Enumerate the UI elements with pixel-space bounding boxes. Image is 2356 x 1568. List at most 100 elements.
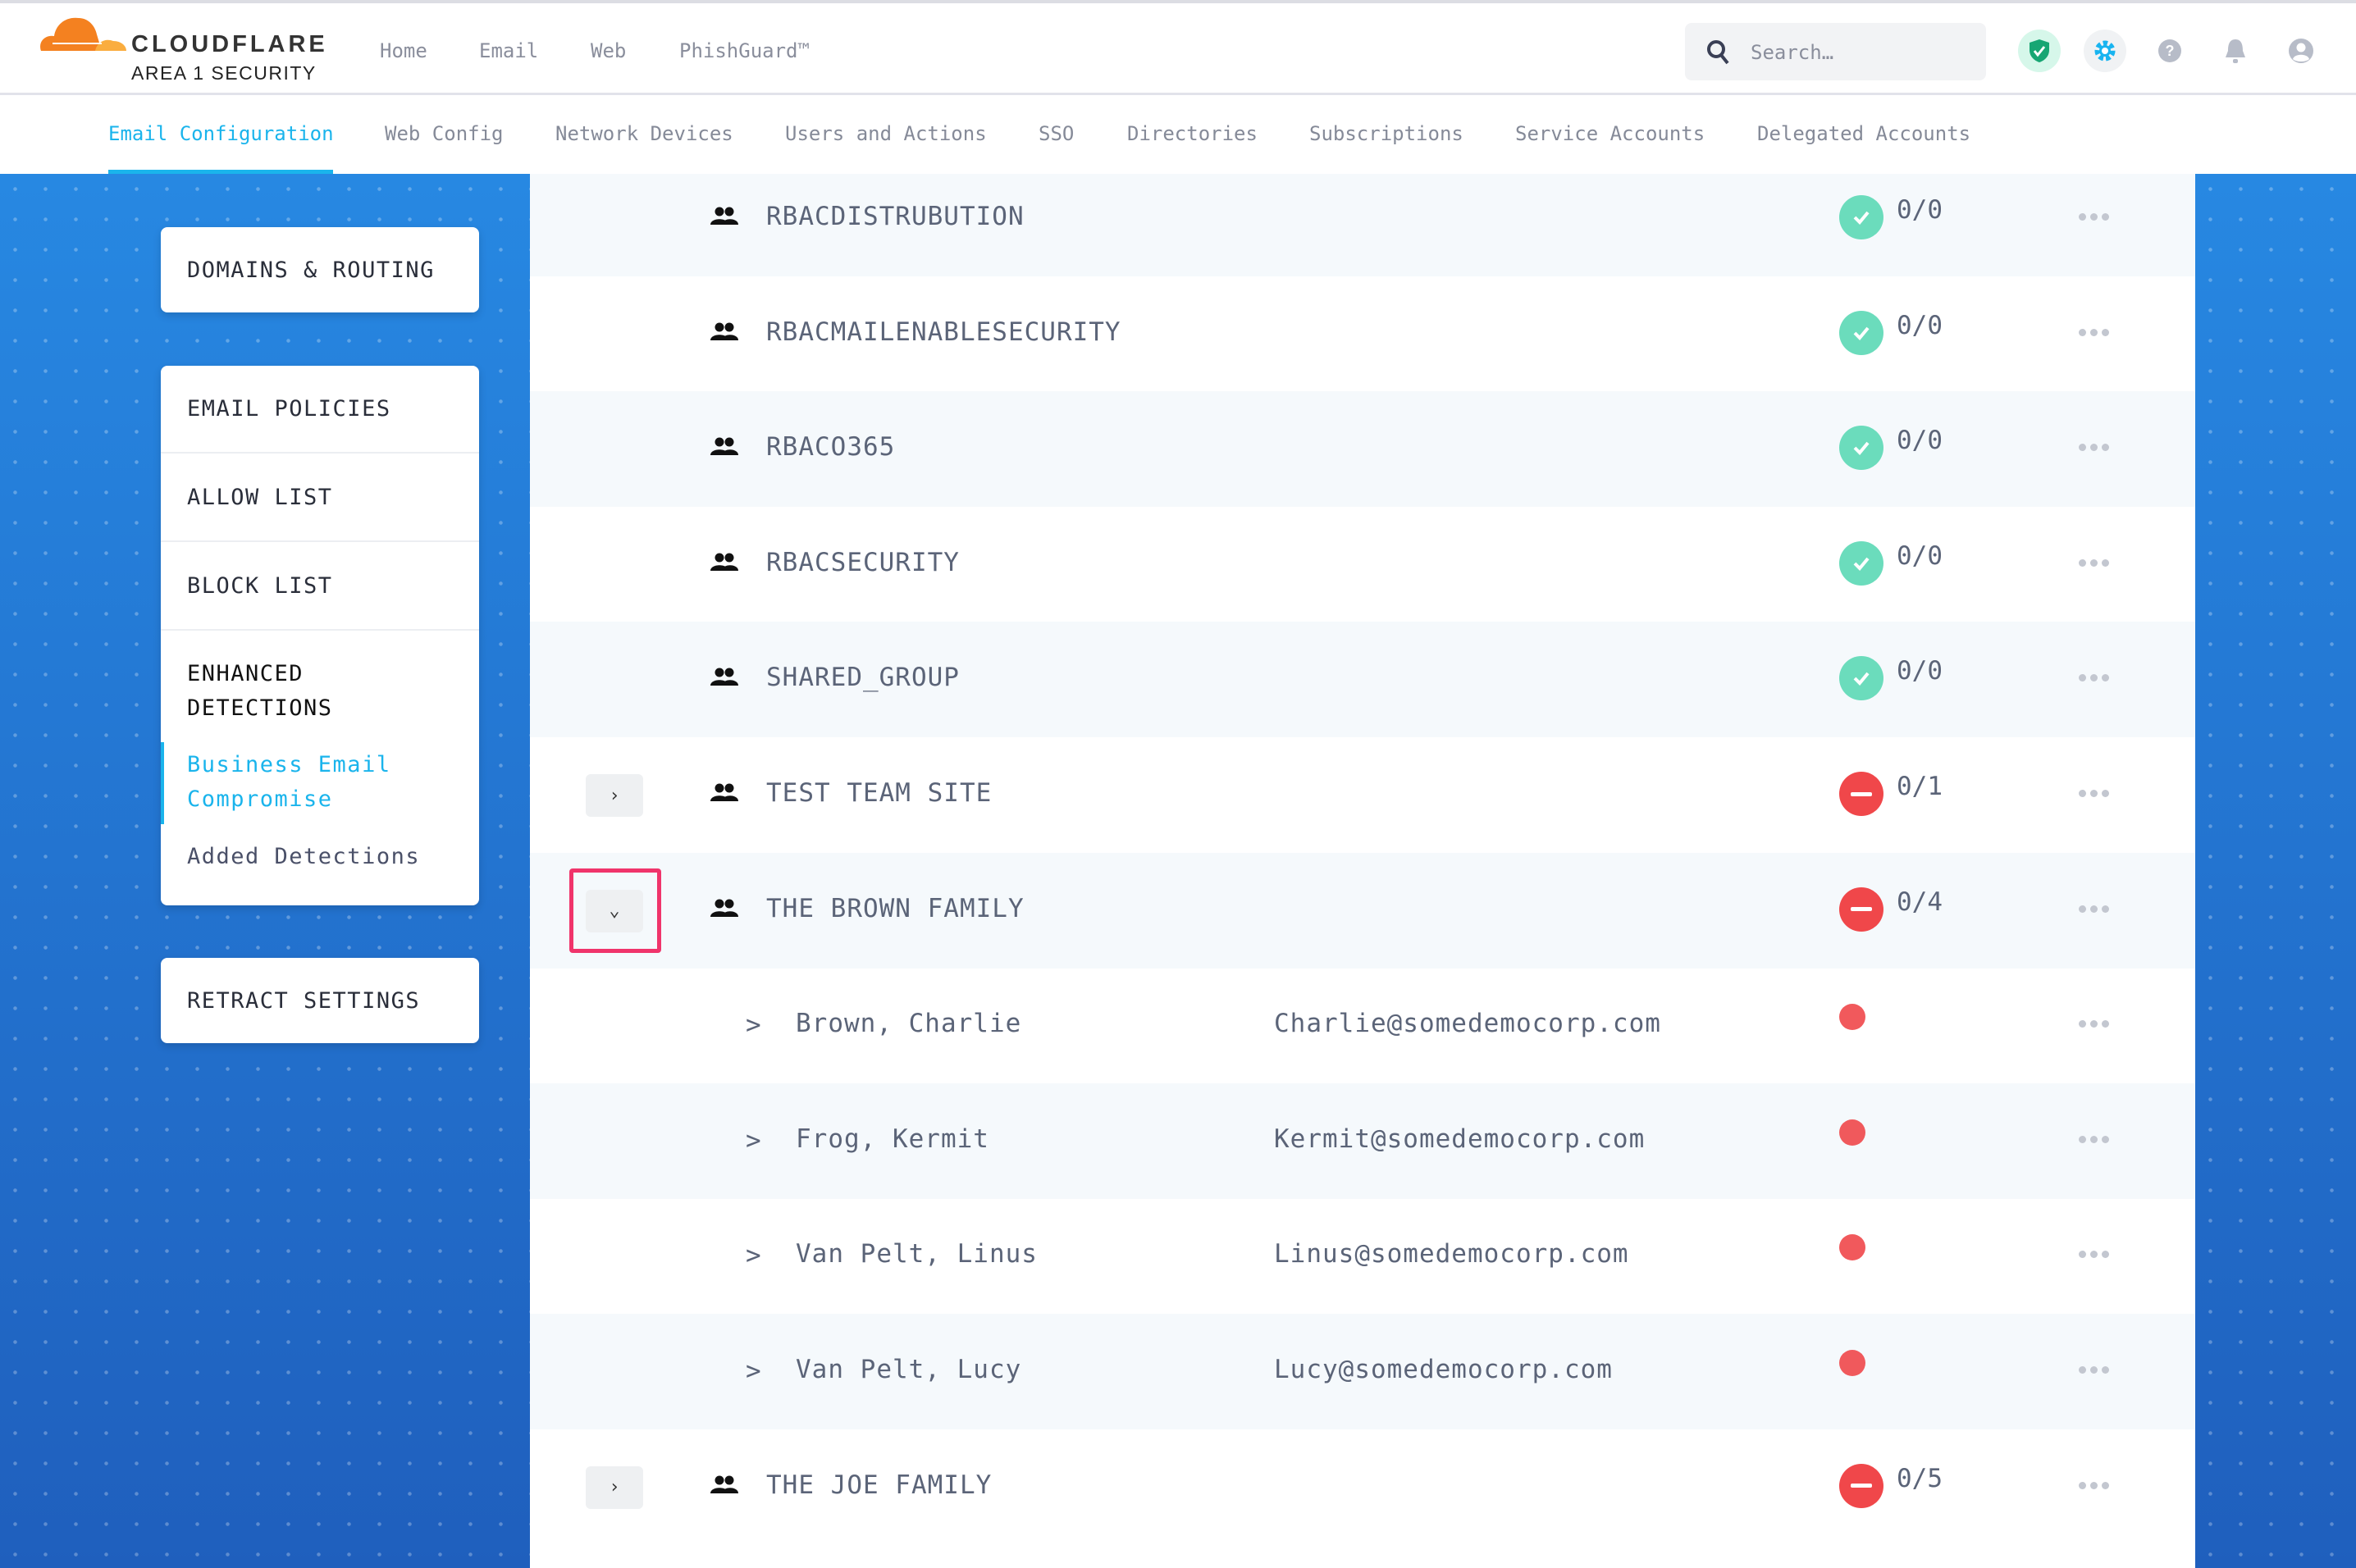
sidebar-item-business-email-compromise[interactable]: Business Email Compromise xyxy=(187,752,391,812)
member-count: 0/0 xyxy=(1897,195,1943,225)
member-email: Linus@somedemocorp.com xyxy=(1274,1239,1629,1269)
more-actions-icon[interactable] xyxy=(2079,1366,2109,1374)
group-name[interactable]: RBACSECURITY xyxy=(766,547,960,577)
collapse-button[interactable]: ⌄ xyxy=(586,889,643,932)
group-icon xyxy=(710,668,738,686)
tab-service-accounts[interactable]: Service Accounts xyxy=(1515,122,1705,145)
group-name[interactable]: SHARED_GROUP xyxy=(766,663,960,693)
member-row[interactable]: > Frog, Kermit Kermit@somedemocorp.com xyxy=(530,1083,2195,1199)
nav-email[interactable]: Email xyxy=(479,39,539,62)
member-name[interactable]: Van Pelt, Lucy xyxy=(796,1355,1022,1384)
chevron-right-icon: › xyxy=(609,785,620,806)
group-row[interactable]: › TEST TEAM SITE 0/1 xyxy=(530,737,2195,853)
group-name[interactable]: TEST TEAM SITE xyxy=(766,778,993,808)
active-item-indicator xyxy=(161,742,164,824)
status-ok-icon xyxy=(1839,310,1883,355)
group-row[interactable]: RBACSECURITY 0/0 xyxy=(530,507,2195,622)
more-actions-icon[interactable] xyxy=(2079,1020,2109,1028)
group-name[interactable]: RBACMAILENABLESECURITY xyxy=(766,317,1121,347)
member-count: 0/0 xyxy=(1897,656,1943,686)
expand-member-icon[interactable]: > xyxy=(746,1010,762,1041)
more-actions-icon[interactable] xyxy=(2079,1251,2109,1259)
sidebar-item-domains-routing[interactable]: DOMAINS & ROUTING xyxy=(187,257,435,283)
gear-icon[interactable] xyxy=(2084,30,2126,72)
brand-subtitle: AREA 1 SECURITY xyxy=(131,62,317,84)
more-actions-icon[interactable] xyxy=(2079,1135,2109,1143)
member-row[interactable]: > Brown, Charlie Charlie@somedemocorp.com xyxy=(530,968,2195,1083)
cloudflare-logo[interactable] xyxy=(36,10,128,56)
group-name[interactable]: RBACDISTRUBUTION xyxy=(766,202,1025,231)
sidebar-card-policies: EMAIL POLICIES ALLOW LIST BLOCK LIST ENH… xyxy=(161,366,479,905)
member-count: 0/0 xyxy=(1897,540,1943,571)
group-row[interactable]: RBACDISTRUBUTION 0/0 xyxy=(530,174,2195,276)
member-name[interactable]: Brown, Charlie xyxy=(796,1009,1022,1039)
more-actions-icon[interactable] xyxy=(2079,905,2109,913)
tab-directories[interactable]: Directories xyxy=(1127,122,1258,145)
tab-web-config[interactable]: Web Config xyxy=(385,122,504,145)
sidebar-item-allow-list[interactable]: ALLOW LIST xyxy=(161,454,479,542)
group-name[interactable]: RBACO365 xyxy=(766,432,896,463)
active-tab-indicator xyxy=(108,170,333,174)
nav-home[interactable]: Home xyxy=(380,39,427,62)
tab-sso[interactable]: SSO xyxy=(1039,122,1075,145)
group-icon xyxy=(710,437,738,456)
more-actions-icon[interactable] xyxy=(2079,444,2109,452)
user-avatar-icon[interactable] xyxy=(2280,30,2322,72)
group-row[interactable]: RBACO365 0/0 xyxy=(530,391,2195,508)
status-error-dot xyxy=(1839,1234,1865,1261)
status-error-icon xyxy=(1839,772,1883,816)
expand-member-icon[interactable]: > xyxy=(746,1241,762,1271)
nav-phishguard[interactable]: PhishGuard™ xyxy=(679,39,810,62)
shield-check-icon[interactable] xyxy=(2018,30,2061,72)
group-icon xyxy=(710,783,738,801)
member-row[interactable]: > Van Pelt, Linus Linus@somedemocorp.com xyxy=(530,1198,2195,1314)
member-count: 0/1 xyxy=(1897,772,1943,801)
more-actions-icon[interactable] xyxy=(2079,328,2109,336)
status-error-icon xyxy=(1839,1463,1883,1508)
member-name[interactable]: Van Pelt, Linus xyxy=(796,1239,1038,1269)
member-email: Charlie@somedemocorp.com xyxy=(1274,1009,1661,1039)
sidebar-item-enhanced-detections[interactable]: ENHANCED DETECTIONS xyxy=(187,661,333,721)
expand-button[interactable]: › xyxy=(586,1465,643,1509)
nav-web[interactable]: Web xyxy=(591,39,627,62)
status-error-icon xyxy=(1839,887,1883,932)
sidebar-item-email-policies[interactable]: EMAIL POLICIES xyxy=(161,366,479,454)
search-input[interactable]: Search… xyxy=(1685,23,1986,80)
svg-text:?: ? xyxy=(2166,43,2175,59)
status-ok-icon xyxy=(1839,195,1883,239)
group-name[interactable]: THE BROWN FAMILY xyxy=(766,893,1025,923)
sidebar-item-added-detections[interactable]: Added Detections xyxy=(187,844,421,869)
more-actions-icon[interactable] xyxy=(2079,213,2109,221)
sidebar-item-retract-settings[interactable]: RETRACT SETTINGS xyxy=(187,987,421,1014)
more-actions-icon[interactable] xyxy=(2079,674,2109,682)
member-count: 0/5 xyxy=(1897,1463,1943,1493)
member-email: Kermit@somedemocorp.com xyxy=(1274,1124,1646,1154)
group-row[interactable]: › THE JOE FAMILY 0/5 xyxy=(530,1429,2195,1545)
tab-network-devices[interactable]: Network Devices xyxy=(555,122,733,145)
more-actions-icon[interactable] xyxy=(2079,558,2109,567)
bell-icon[interactable] xyxy=(2214,30,2257,72)
sidebar-item-block-list[interactable]: BLOCK LIST xyxy=(161,542,479,631)
group-icon xyxy=(710,899,738,917)
more-actions-icon[interactable] xyxy=(2079,1481,2109,1489)
member-name[interactable]: Frog, Kermit xyxy=(796,1124,989,1154)
brand-name: CLOUDFLARE xyxy=(131,31,328,57)
more-actions-icon[interactable] xyxy=(2079,790,2109,797)
search-placeholder: Search… xyxy=(1751,41,1834,64)
tab-subscriptions[interactable]: Subscriptions xyxy=(1309,122,1463,145)
tab-delegated-accounts[interactable]: Delegated Accounts xyxy=(1757,122,1971,145)
tab-users-and-actions[interactable]: Users and Actions xyxy=(785,122,987,145)
expand-button[interactable]: › xyxy=(586,774,643,817)
group-row[interactable]: RBACMAILENABLESECURITY 0/0 xyxy=(530,276,2195,392)
chevron-right-icon: › xyxy=(609,1477,620,1498)
tab-email-configuration[interactable]: Email Configuration xyxy=(108,122,334,145)
top-header: CLOUDFLARE AREA 1 SECURITY Home Email We… xyxy=(0,0,2356,95)
right-background xyxy=(2195,174,2356,1568)
group-row[interactable]: SHARED_GROUP 0/0 xyxy=(530,622,2195,738)
expand-member-icon[interactable]: > xyxy=(746,1356,762,1386)
member-row[interactable]: > Van Pelt, Lucy Lucy@somedemocorp.com xyxy=(530,1314,2195,1429)
help-icon[interactable]: ? xyxy=(2148,30,2191,72)
expand-member-icon[interactable]: > xyxy=(746,1125,762,1155)
group-name[interactable]: THE JOE FAMILY xyxy=(766,1470,993,1500)
group-row[interactable]: ⌄ THE BROWN FAMILY 0/4 xyxy=(530,852,2195,969)
